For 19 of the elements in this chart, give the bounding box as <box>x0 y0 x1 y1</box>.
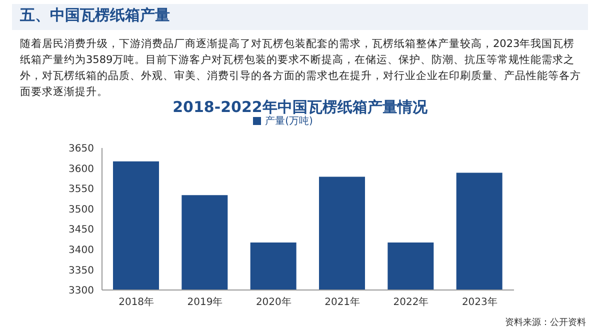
y-tick-label: 3650 <box>68 144 94 155</box>
text: 资料来源：公开资料 <box>505 316 586 329</box>
y-tick-label: 3550 <box>68 184 94 196</box>
y-tick-label: 3600 <box>68 164 94 175</box>
text: 随着居民消费升级，下游消费品厂商逐渐提高了对瓦楞包装配套的需求，瓦楞纸箱整体产量较高，2023年我国瓦楞纸箱产量约为3589万吨。目前下游客户对瓦楞包装的要求不断提高，在储运、保护、防潮、抗压等常规性能需求之外，对瓦楞纸箱的品质、外观、审美、消费引导的各方面的需求也在提升，对行业企业在印刷质量、产品性能等各方面要求逐渐提升。 <box>20 38 581 98</box>
y-tick-label: 3300 <box>68 286 94 297</box>
x-tick-label: 2018年 <box>118 296 154 308</box>
y-tick-label: 3400 <box>68 244 94 256</box>
x-tick-label: 2022年 <box>393 296 429 308</box>
legend-label: 产量(万吨) <box>265 116 313 127</box>
chart-title: 2018-2022年中国瓦楞纸箱产量情况 <box>172 98 428 116</box>
x-tick-label: 2023年 <box>462 296 498 308</box>
y-tick-label: 3450 <box>68 224 94 236</box>
y-tick-label: 3350 <box>68 265 94 276</box>
text: 五、中国瓦楞纸箱产量 <box>20 6 170 25</box>
x-tick-label: 2019年 <box>187 296 223 308</box>
x-tick-label: 2021年 <box>324 296 360 308</box>
x-tick-label: 2020年 <box>256 296 292 308</box>
y-tick-label: 3500 <box>68 204 94 216</box>
